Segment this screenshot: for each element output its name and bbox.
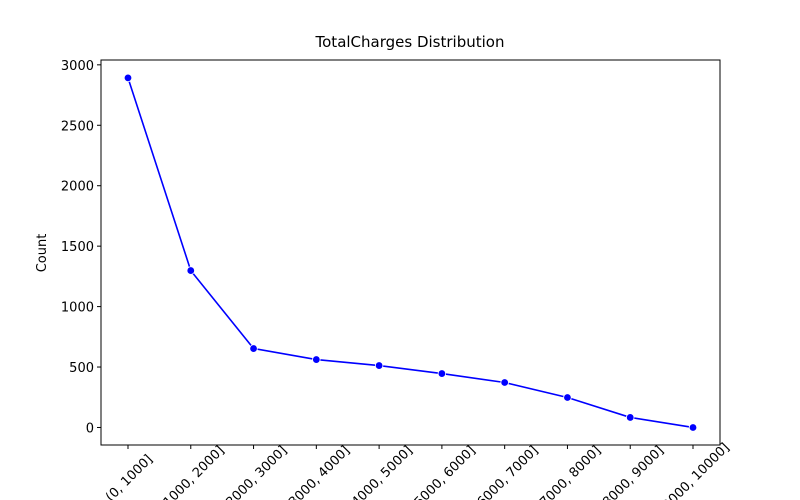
- x-tick-label: (0, 1000]: [103, 452, 156, 500]
- point: [500, 378, 509, 387]
- y-tick-label: 0: [86, 421, 94, 436]
- line: [127, 77, 694, 429]
- y-tick-label: 1500: [61, 240, 94, 255]
- x-tick-label: (3000, 4000]: [283, 443, 353, 500]
- x-tick-label: (8000, 9000]: [597, 443, 667, 500]
- y-axis-label: Count: [35, 234, 50, 273]
- y-tick-label: 2000: [61, 180, 94, 195]
- y-tick-label: 500: [69, 361, 94, 376]
- point: [437, 369, 447, 378]
- point: [186, 266, 195, 275]
- point: [123, 73, 133, 83]
- point: [374, 361, 384, 370]
- x-tick-label: (4000, 5000]: [345, 443, 415, 500]
- x-tick-label: (9000, 10000]: [656, 440, 732, 500]
- y-tick-label: 3000: [61, 59, 94, 74]
- x-tick-label: (7000, 8000]: [534, 443, 604, 500]
- x-tick-label: (1000, 2000]: [157, 443, 227, 500]
- chart-title: TotalCharges Distribution: [315, 33, 505, 51]
- y-tick-label: 1000: [61, 301, 94, 316]
- plot-area: [100, 59, 721, 446]
- point: [688, 423, 698, 432]
- point: [312, 355, 321, 364]
- point: [626, 413, 635, 422]
- x-tick-label: (2000, 3000]: [220, 443, 290, 500]
- point: [249, 344, 258, 353]
- y-tick-label: 2500: [61, 119, 94, 134]
- point: [563, 393, 572, 402]
- x-tick-label: (5000, 6000]: [408, 443, 478, 500]
- x-tick-label: (6000, 7000]: [471, 443, 541, 500]
